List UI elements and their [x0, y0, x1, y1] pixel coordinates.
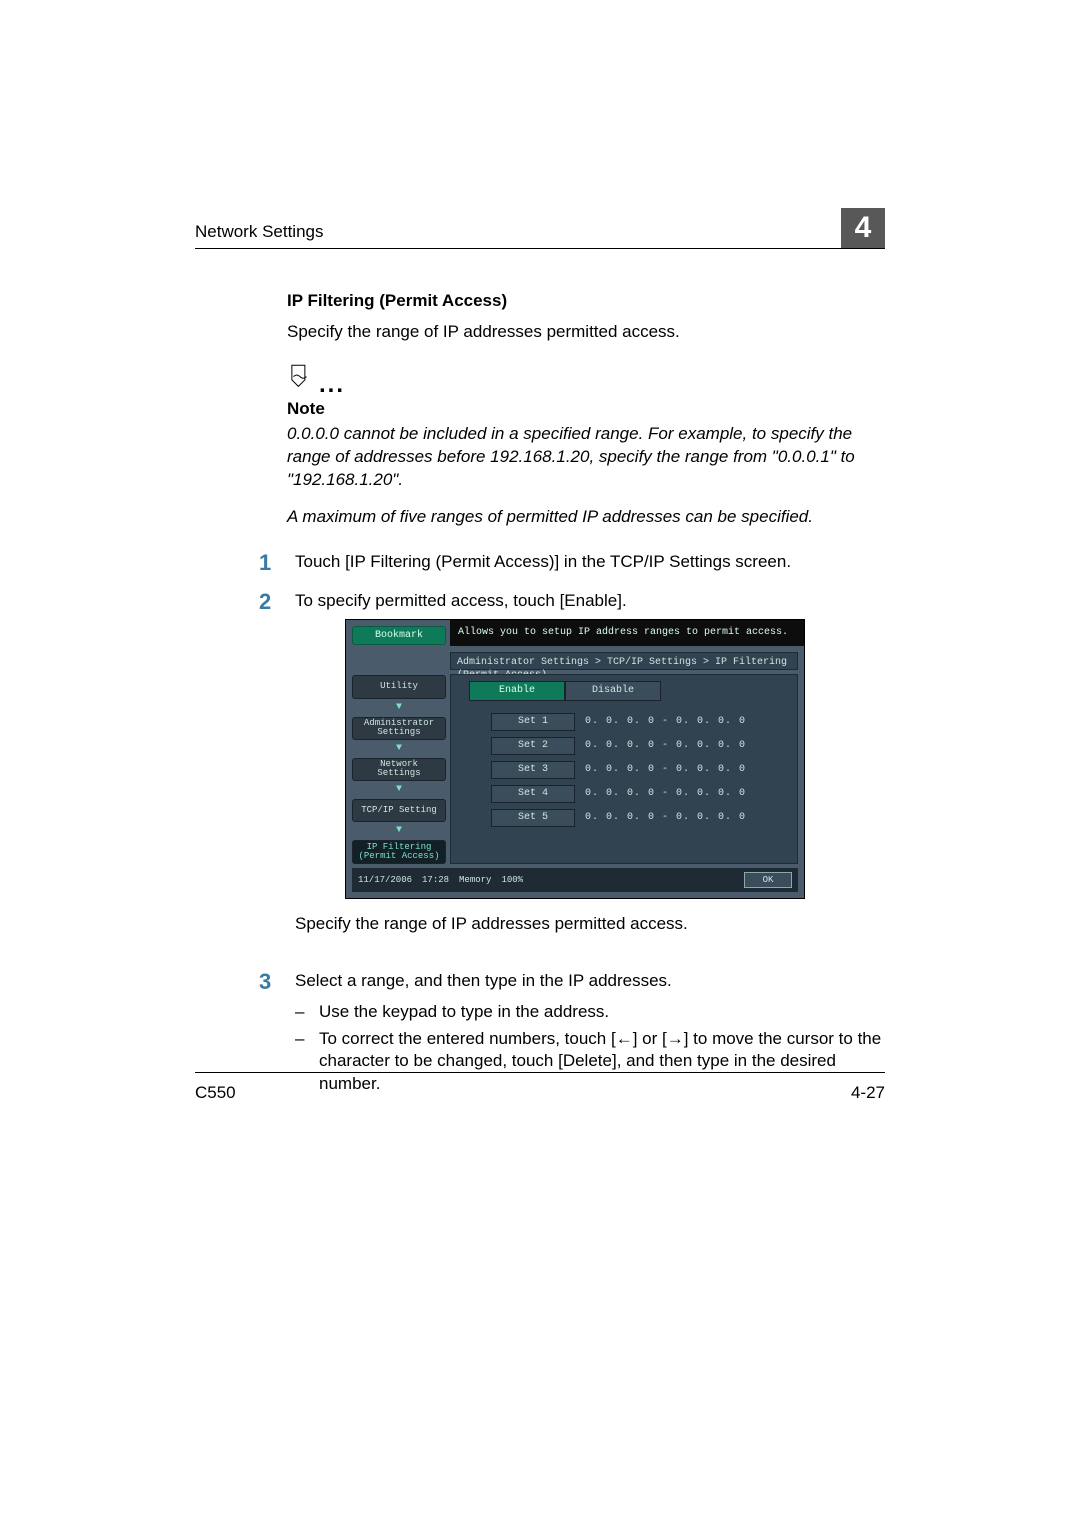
page-body: Network Settings 4 IP Filtering (Permit … [195, 208, 885, 1116]
device-screenshot: Allows you to setup IP address ranges to… [345, 619, 805, 899]
spacer [352, 651, 446, 669]
sidebar-utility[interactable]: Utility [352, 675, 446, 698]
step-number: 2 [259, 590, 277, 954]
section-title: Network Settings [195, 222, 324, 242]
set-row-3: Set 3 0. 0. 0. 0 - 0. 0. 0. 0 [491, 761, 797, 779]
ui-footer-left: 11/17/2006 17:28 Memory 100% [358, 874, 523, 886]
set-row-2: Set 2 0. 0. 0. 0 - 0. 0. 0. 0 [491, 737, 797, 755]
sidebar-tcpip-setting[interactable]: TCP/IP Setting [352, 799, 446, 822]
bullet-row: – Use the keypad to type in the address. [295, 1001, 885, 1024]
set-4-ip-range: 0. 0. 0. 0 - 0. 0. 0. 0 [585, 787, 746, 801]
set-row-5: Set 5 0. 0. 0. 0 - 0. 0. 0. 0 [491, 809, 797, 827]
footer-date: 11/17/2006 [358, 874, 412, 886]
sidebar-ip-filtering[interactable]: IP Filtering (Permit Access) [352, 840, 446, 863]
hand-note-icon [287, 362, 313, 393]
set-4-button[interactable]: Set 4 [491, 785, 575, 803]
step-text: Select a range, and then type in the IP … [295, 970, 885, 993]
footer-model: C550 [195, 1083, 236, 1103]
enable-button[interactable]: Enable [469, 681, 565, 701]
note-icon-row: ... [287, 362, 885, 393]
note-ellipsis: ... [319, 379, 345, 393]
chapter-badge: 4 [841, 208, 885, 248]
footer-memory-pct: 100% [501, 874, 523, 886]
set-2-button[interactable]: Set 2 [491, 737, 575, 755]
chapter-number: 4 [855, 211, 872, 245]
ui-footer: 11/17/2006 17:28 Memory 100% OK [352, 868, 798, 892]
step-text: To specify permitted access, touch [Enab… [295, 590, 885, 613]
step-number: 1 [259, 551, 277, 574]
set-3-ip-range: 0. 0. 0. 0 - 0. 0. 0. 0 [585, 763, 746, 777]
set-5-ip-range: 0. 0. 0. 0 - 0. 0. 0. 0 [585, 811, 746, 825]
note-paragraph-1: 0.0.0.0 cannot be included in a specifie… [287, 423, 885, 492]
ui-breadcrumb: Administrator Settings > TCP/IP Settings… [450, 652, 798, 670]
set-1-button[interactable]: Set 1 [491, 713, 575, 731]
bookmark-button[interactable]: Bookmark [352, 626, 446, 646]
subsection-title: IP Filtering (Permit Access) [287, 291, 885, 311]
disable-button[interactable]: Disable [565, 681, 661, 701]
step-text: Touch [IP Filtering (Permit Access)] in … [295, 551, 885, 574]
step-1: 1 Touch [IP Filtering (Permit Access)] i… [259, 551, 885, 574]
note-label: Note [287, 399, 885, 419]
step-2-after-text: Specify the range of IP addresses permit… [295, 913, 885, 936]
chevron-down-icon: ▼ [352, 783, 446, 793]
note-block: ... Note 0.0.0.0 cannot be included in a… [287, 362, 885, 529]
bullet-text: Use the keypad to type in the address. [319, 1001, 609, 1024]
page-footer: C550 4-27 [195, 1072, 885, 1103]
chevron-down-icon: ▼ [352, 742, 446, 752]
ui-topbar: Allows you to setup IP address ranges to… [450, 620, 804, 646]
ok-button[interactable]: OK [744, 872, 792, 888]
sidebar-admin-settings[interactable]: Administrator Settings [352, 717, 446, 740]
content: IP Filtering (Permit Access) Specify the… [195, 291, 885, 1100]
footer-page-number: 4-27 [851, 1083, 885, 1103]
set-row-1: Set 1 0. 0. 0. 0 - 0. 0. 0. 0 [491, 713, 797, 731]
note-body: 0.0.0.0 cannot be included in a specifie… [287, 423, 885, 529]
set-row-4: Set 4 0. 0. 0. 0 - 0. 0. 0. 0 [491, 785, 797, 803]
chevron-down-icon: ▼ [352, 824, 446, 834]
footer-time: 17:28 [422, 874, 449, 886]
chevron-down-icon: ▼ [352, 701, 446, 711]
set-5-button[interactable]: Set 5 [491, 809, 575, 827]
set-2-ip-range: 0. 0. 0. 0 - 0. 0. 0. 0 [585, 739, 746, 753]
dash-icon: – [295, 1001, 307, 1024]
ui-sidebar: Bookmark Utility ▼ Administrator Setting… [352, 626, 446, 864]
set-3-button[interactable]: Set 3 [491, 761, 575, 779]
footer-memory-label: Memory [459, 874, 491, 886]
step-body: To specify permitted access, touch [Enab… [295, 590, 885, 954]
enable-disable-row: Enable Disable [469, 681, 797, 701]
step-2: 2 To specify permitted access, touch [En… [259, 590, 885, 954]
sidebar-network-settings[interactable]: Network Settings [352, 758, 446, 781]
intro-text: Specify the range of IP addresses permit… [287, 321, 885, 344]
note-paragraph-2: A maximum of five ranges of permitted IP… [287, 506, 885, 529]
set-1-ip-range: 0. 0. 0. 0 - 0. 0. 0. 0 [585, 715, 746, 729]
ui-main-panel: Enable Disable Set 1 0. 0. 0. 0 - 0. 0. … [450, 674, 798, 864]
page-header: Network Settings 4 [195, 208, 885, 249]
